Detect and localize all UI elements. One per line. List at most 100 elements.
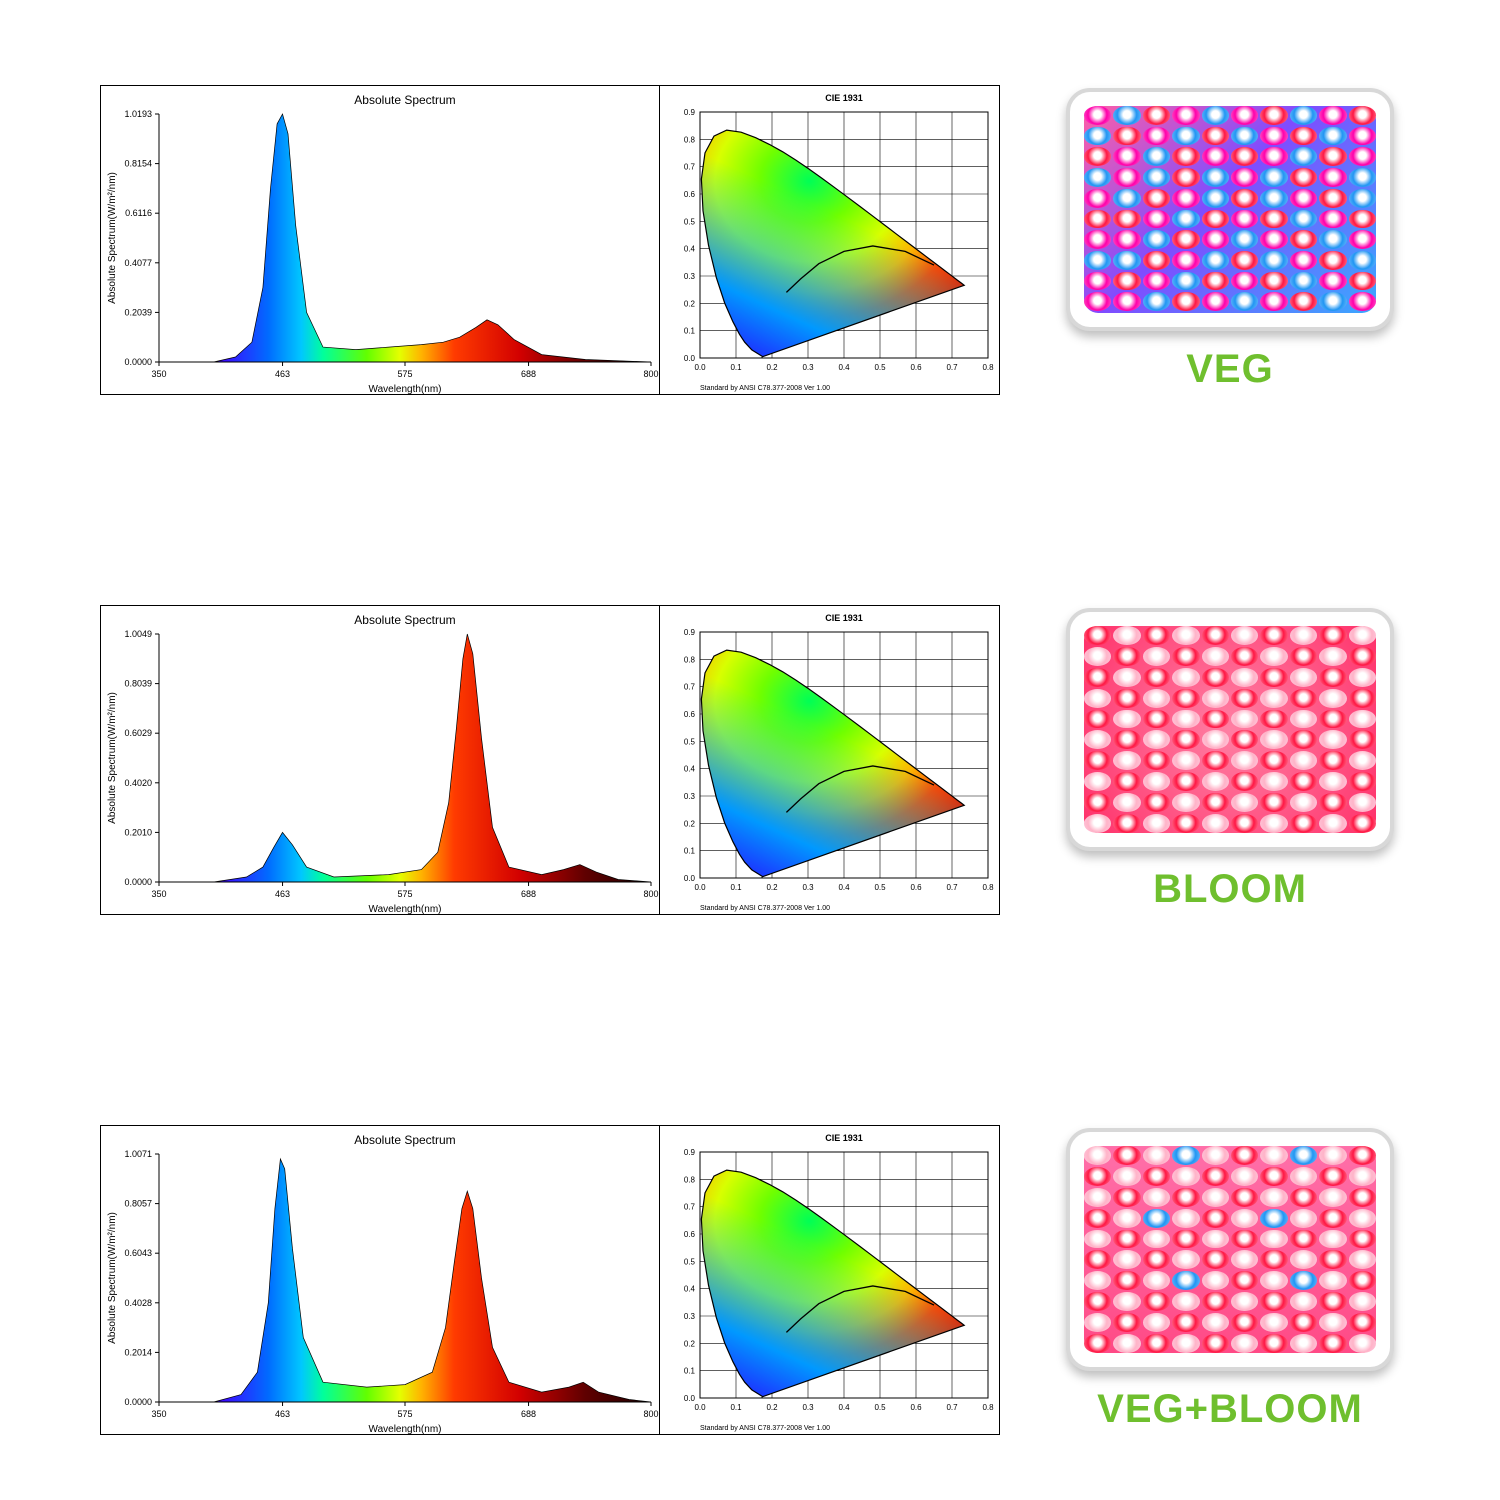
led <box>1231 147 1258 166</box>
led <box>1260 1146 1287 1165</box>
led <box>1349 772 1376 791</box>
led <box>1202 1167 1229 1186</box>
svg-text:0.7: 0.7 <box>946 363 958 372</box>
led <box>1084 751 1111 770</box>
led <box>1290 189 1317 208</box>
led <box>1202 1146 1229 1165</box>
led <box>1202 626 1229 645</box>
led <box>1290 772 1317 791</box>
svg-text:463: 463 <box>275 369 290 379</box>
led <box>1349 1313 1376 1332</box>
led <box>1113 1250 1140 1269</box>
led <box>1231 1292 1258 1311</box>
row-bloom: Absolute Spectrum 350 463 575 688 800 0.… <box>100 580 1400 940</box>
led <box>1084 772 1111 791</box>
led <box>1084 1271 1111 1290</box>
led <box>1231 647 1258 666</box>
led <box>1143 1334 1170 1353</box>
led <box>1143 689 1170 708</box>
led <box>1319 127 1346 146</box>
svg-text:0.3: 0.3 <box>802 1403 814 1412</box>
led <box>1113 1167 1140 1186</box>
led <box>1143 751 1170 770</box>
led <box>1231 710 1258 729</box>
led <box>1113 793 1140 812</box>
svg-text:0.3: 0.3 <box>684 1312 696 1321</box>
led <box>1084 1230 1111 1249</box>
led <box>1319 147 1346 166</box>
led <box>1172 189 1199 208</box>
led <box>1202 168 1229 187</box>
led <box>1172 1271 1199 1290</box>
led <box>1202 1334 1229 1353</box>
led <box>1349 272 1376 291</box>
led <box>1231 292 1258 311</box>
led <box>1349 1250 1376 1269</box>
led <box>1143 1271 1170 1290</box>
led <box>1290 1334 1317 1353</box>
svg-text:0.4: 0.4 <box>684 1285 696 1294</box>
led <box>1113 1292 1140 1311</box>
led <box>1319 210 1346 229</box>
svg-text:0.4028: 0.4028 <box>124 1298 152 1308</box>
led <box>1260 272 1287 291</box>
led <box>1319 793 1346 812</box>
led <box>1084 1313 1111 1332</box>
spectrum-ylabel: Absolute Spectrum(W/m²/nm) <box>107 172 118 304</box>
svg-text:688: 688 <box>521 1409 536 1419</box>
led <box>1290 730 1317 749</box>
led <box>1290 272 1317 291</box>
led <box>1290 793 1317 812</box>
led <box>1349 751 1376 770</box>
led <box>1319 230 1346 249</box>
led <box>1231 772 1258 791</box>
led <box>1260 751 1287 770</box>
led <box>1260 647 1287 666</box>
led <box>1260 1167 1287 1186</box>
led <box>1172 106 1199 125</box>
svg-text:0.6: 0.6 <box>684 1230 696 1239</box>
led <box>1084 251 1111 270</box>
spectrum-chart: Absolute Spectrum 350 463 575 688 800 0.… <box>100 1125 660 1435</box>
led <box>1084 292 1111 311</box>
led <box>1202 772 1229 791</box>
led <box>1231 127 1258 146</box>
led <box>1113 626 1140 645</box>
led <box>1260 1313 1287 1332</box>
led <box>1260 793 1287 812</box>
led <box>1113 168 1140 187</box>
led <box>1143 814 1170 833</box>
svg-text:0.4: 0.4 <box>838 883 850 892</box>
led <box>1231 751 1258 770</box>
svg-text:0.7: 0.7 <box>946 1403 958 1412</box>
svg-text:0.1: 0.1 <box>730 1403 742 1412</box>
cie-footer: Standard by ANSI C78.377-2008 Ver 1.00 <box>700 385 830 392</box>
led <box>1319 1313 1346 1332</box>
led <box>1349 1230 1376 1249</box>
led <box>1172 793 1199 812</box>
spectrum-ylabel: Absolute Spectrum(W/m²/nm) <box>107 692 118 824</box>
led <box>1143 292 1170 311</box>
led <box>1349 626 1376 645</box>
led-panel <box>1066 608 1394 851</box>
led <box>1319 1271 1346 1290</box>
led <box>1084 147 1111 166</box>
svg-text:350: 350 <box>151 1409 166 1419</box>
led <box>1172 668 1199 687</box>
led <box>1202 1230 1229 1249</box>
led <box>1143 168 1170 187</box>
led <box>1172 292 1199 311</box>
led <box>1172 647 1199 666</box>
led <box>1143 210 1170 229</box>
led <box>1319 1167 1346 1186</box>
svg-text:0.4: 0.4 <box>684 765 696 774</box>
led <box>1231 814 1258 833</box>
led <box>1290 168 1317 187</box>
led <box>1113 772 1140 791</box>
led <box>1143 1230 1170 1249</box>
led <box>1231 189 1258 208</box>
svg-text:0.8: 0.8 <box>982 883 994 892</box>
led <box>1113 1146 1140 1165</box>
led <box>1172 814 1199 833</box>
svg-text:0.3: 0.3 <box>684 272 696 281</box>
